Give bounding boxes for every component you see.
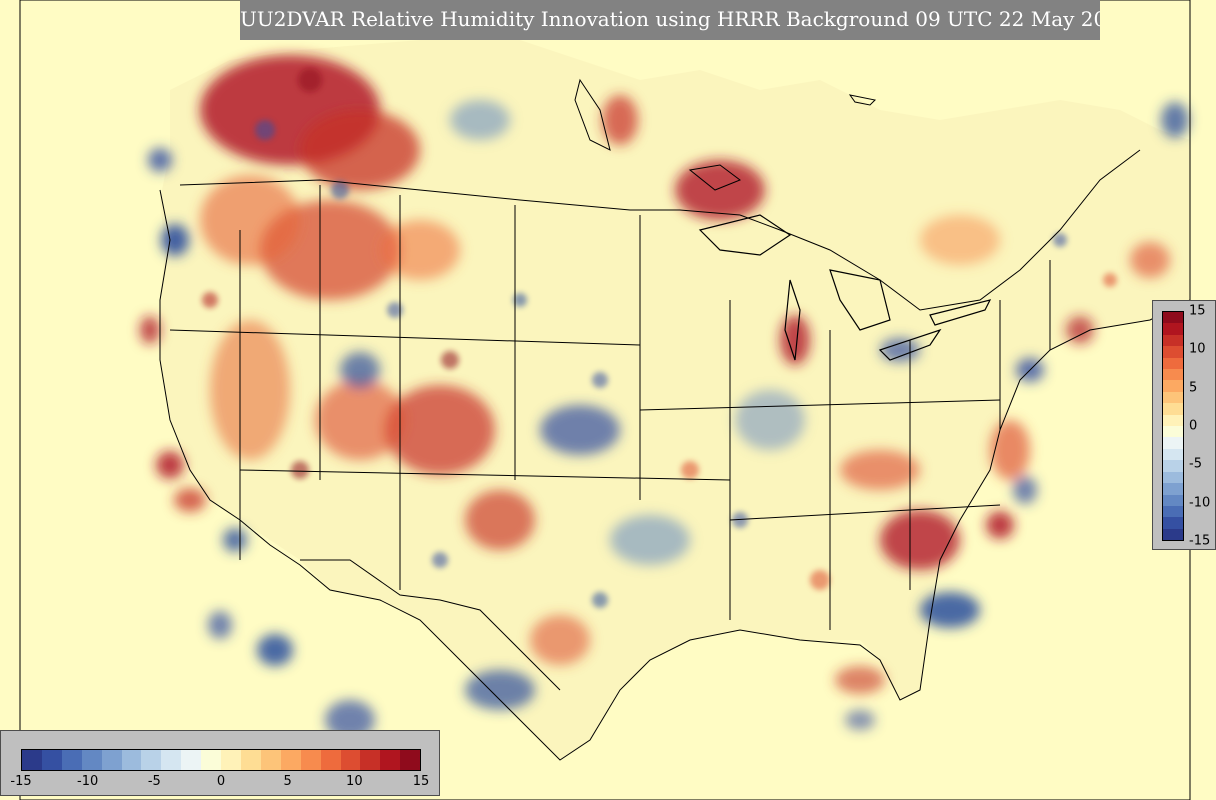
colorbar-segment: [340, 750, 361, 770]
colorbar-tick-label: -5: [147, 774, 161, 789]
colorbar-tick-label: -10: [77, 774, 99, 789]
lake-erie: [878, 328, 942, 361]
colorbar-tick-label: -10: [1189, 495, 1211, 511]
us-mexico-border: [300, 559, 561, 691]
map-title: UU2DVAR Relative Humidity Innovation usi…: [240, 0, 1100, 40]
lake-huron: [829, 269, 891, 331]
colorbar-tick-label: -15: [1189, 533, 1211, 549]
colorbar-segment: [280, 750, 301, 770]
us-coastline: [159, 189, 1191, 761]
canadian-lakes: [574, 78, 877, 191]
colorbar-segment: [161, 750, 182, 770]
innovation-texture: [202, 68, 1117, 608]
colorbar-segment: [380, 750, 401, 770]
horizontal-colorbar: -15 -10 -5 0 5 10 15: [0, 730, 440, 796]
colorbar-tick-label: 10: [346, 774, 363, 789]
colorbar-gradient: [1162, 311, 1184, 541]
colorbar-segment: [1163, 517, 1183, 529]
colorbar-tick-label: -5: [1189, 456, 1202, 472]
colorbar-segment: [1163, 312, 1183, 324]
colorbar-segment: [1163, 528, 1183, 541]
colorbar-segment: [1163, 391, 1183, 404]
colorbar-segment: [101, 750, 122, 770]
colorbar-segment: [1163, 323, 1183, 335]
colorbar-segment: [1163, 334, 1183, 347]
colorbar-gradient: [21, 749, 421, 771]
lake-ontario: [929, 299, 992, 326]
colorbar-segment: [1163, 494, 1183, 506]
colorbar-segment: [360, 750, 381, 770]
colorbar-segment: [1163, 448, 1183, 461]
colorbar-segment: [320, 750, 341, 770]
colorbar-tick-label: 15: [412, 774, 430, 789]
colorbar-tick-label: 5: [1189, 380, 1198, 396]
colorbar-segment: [260, 750, 281, 770]
colorbar-segment: [1163, 437, 1183, 449]
colorbar-segment: [300, 750, 321, 770]
colorbar-segment: [181, 750, 202, 770]
lake-michigan: [784, 279, 801, 361]
colorbar-segment: [121, 750, 142, 770]
colorbar-tick-label: 5: [283, 774, 292, 789]
colorbar-segment: [1163, 426, 1183, 438]
colorbar-tick-label: 0: [216, 774, 226, 789]
borders: [159, 149, 1191, 761]
colorbar-segment: [61, 750, 82, 770]
colorbar-segment: [1163, 414, 1183, 427]
colorbar-segment: [1163, 346, 1183, 358]
colorbar-segment: [400, 750, 421, 770]
colorbar-segment: [22, 750, 42, 770]
us-canada-border-east: [739, 149, 1141, 311]
colorbar-tick-label: -15: [10, 774, 32, 789]
colorbar-segment: [81, 750, 102, 770]
colorbar-segment: [1163, 471, 1183, 484]
colorbar-segment: [240, 750, 261, 770]
us-canada-border: [179, 179, 741, 216]
colorbar-segment: [141, 750, 162, 770]
great-lakes: [698, 214, 992, 361]
colorbar-tick-label: 0: [1189, 418, 1198, 434]
colorbar-tick-label: 15: [1189, 303, 1206, 319]
vertical-colorbar: 15 10 5 0 -5 -10 -15: [1152, 300, 1216, 550]
lake-superior: [698, 214, 792, 256]
colorbar-segment: [1163, 369, 1183, 381]
colorbar-segment: [1163, 380, 1183, 392]
colorbar-segment: [1163, 483, 1183, 495]
colorbar-segment: [1163, 460, 1183, 472]
colorbar-segment: [201, 750, 222, 770]
colorbar-segment: [1163, 403, 1183, 415]
colorbar-segment: [41, 750, 62, 770]
colorbar-segment: [1163, 357, 1183, 370]
colorbar-segment: [221, 750, 241, 770]
colorbar-segment: [1163, 505, 1183, 518]
colorbar-tick-label: 10: [1189, 341, 1206, 357]
land-area: [160, 40, 1190, 760]
